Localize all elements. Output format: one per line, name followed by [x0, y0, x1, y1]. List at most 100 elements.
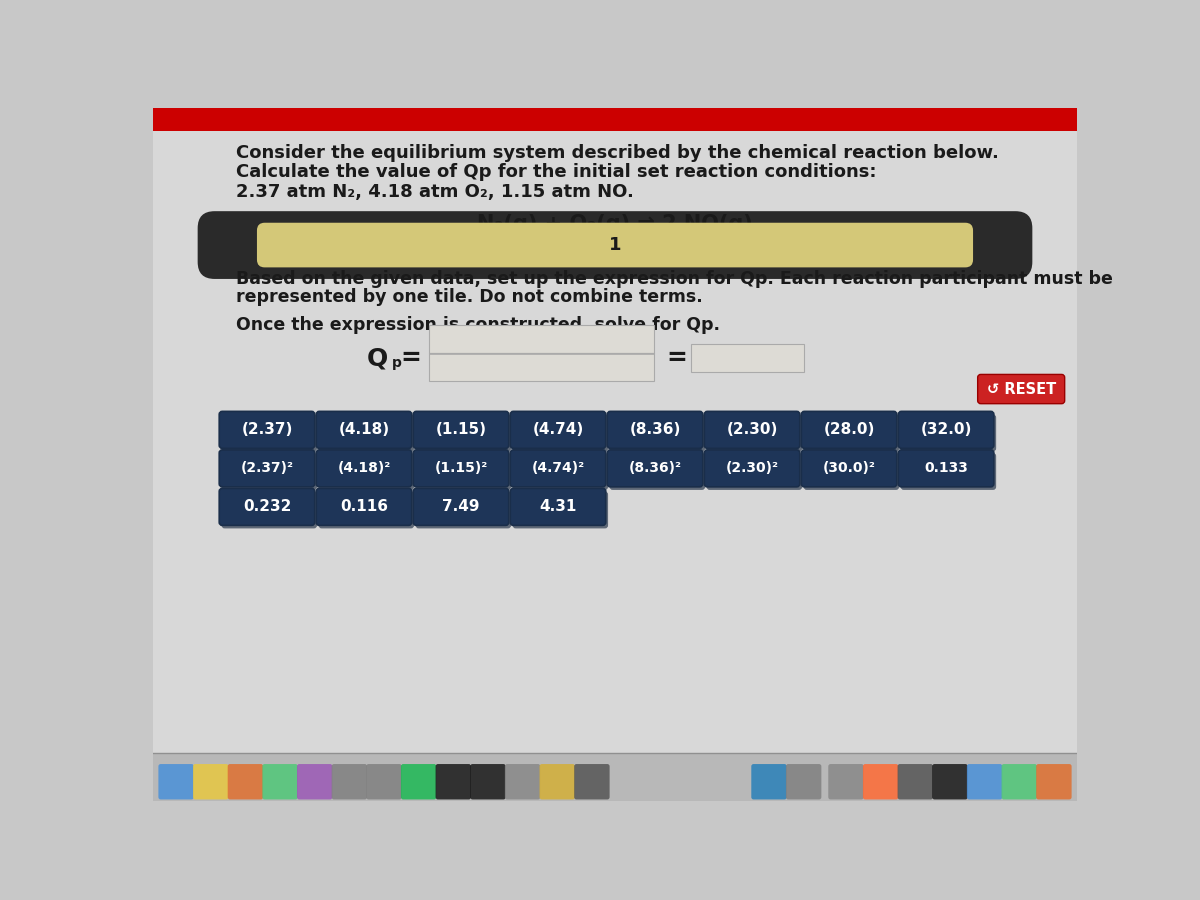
FancyBboxPatch shape — [510, 489, 606, 526]
Text: (4.18)²: (4.18)² — [337, 462, 391, 475]
FancyBboxPatch shape — [318, 453, 414, 490]
FancyBboxPatch shape — [317, 411, 412, 448]
FancyBboxPatch shape — [932, 764, 967, 799]
FancyBboxPatch shape — [318, 415, 414, 452]
FancyBboxPatch shape — [415, 491, 511, 528]
FancyBboxPatch shape — [574, 764, 610, 799]
FancyBboxPatch shape — [228, 764, 263, 799]
Text: Q: Q — [367, 346, 388, 370]
FancyBboxPatch shape — [512, 415, 608, 452]
FancyBboxPatch shape — [704, 411, 800, 448]
FancyBboxPatch shape — [707, 415, 802, 452]
Text: ↺ RESET: ↺ RESET — [986, 382, 1056, 397]
FancyBboxPatch shape — [898, 764, 934, 799]
Text: (4.74)²: (4.74)² — [532, 462, 584, 475]
FancyBboxPatch shape — [317, 450, 412, 487]
Text: 2.37 atm N₂, 4.18 atm O₂, 1.15 atm NO.: 2.37 atm N₂, 4.18 atm O₂, 1.15 atm NO. — [236, 183, 634, 201]
Text: 0.232: 0.232 — [242, 500, 292, 515]
FancyBboxPatch shape — [198, 212, 1032, 279]
Text: (28.0): (28.0) — [823, 422, 875, 437]
FancyBboxPatch shape — [691, 345, 804, 372]
FancyBboxPatch shape — [220, 411, 314, 448]
FancyBboxPatch shape — [510, 450, 606, 487]
FancyBboxPatch shape — [430, 325, 654, 353]
Text: (2.37)²: (2.37)² — [240, 462, 294, 475]
FancyBboxPatch shape — [510, 411, 606, 448]
Text: (30.0)²: (30.0)² — [823, 462, 876, 475]
FancyBboxPatch shape — [430, 353, 654, 381]
FancyBboxPatch shape — [610, 415, 706, 452]
FancyBboxPatch shape — [413, 489, 509, 526]
FancyBboxPatch shape — [704, 450, 800, 487]
FancyBboxPatch shape — [802, 450, 896, 487]
FancyBboxPatch shape — [863, 764, 899, 799]
FancyBboxPatch shape — [366, 764, 402, 799]
FancyBboxPatch shape — [331, 764, 367, 799]
FancyBboxPatch shape — [154, 753, 1078, 801]
FancyBboxPatch shape — [413, 411, 509, 448]
FancyBboxPatch shape — [1036, 764, 1072, 799]
FancyBboxPatch shape — [220, 489, 314, 526]
FancyBboxPatch shape — [967, 764, 1002, 799]
FancyBboxPatch shape — [607, 450, 703, 487]
FancyBboxPatch shape — [257, 222, 973, 267]
Text: =: = — [666, 346, 688, 370]
Text: (2.37): (2.37) — [241, 422, 293, 437]
FancyBboxPatch shape — [222, 453, 317, 490]
FancyBboxPatch shape — [899, 450, 994, 487]
Text: 4.31: 4.31 — [539, 500, 577, 515]
FancyBboxPatch shape — [318, 491, 414, 528]
Text: (2.30): (2.30) — [726, 422, 778, 437]
Text: Once the expression is constructed, solve for Qp.: Once the expression is constructed, solv… — [236, 316, 720, 334]
FancyBboxPatch shape — [901, 453, 996, 490]
FancyBboxPatch shape — [158, 764, 194, 799]
Text: Calculate the value of Qp for the initial set reaction conditions:: Calculate the value of Qp for the initia… — [236, 164, 877, 182]
FancyBboxPatch shape — [317, 489, 412, 526]
Text: represented by one tile. Do not combine terms.: represented by one tile. Do not combine … — [236, 288, 703, 306]
FancyBboxPatch shape — [436, 764, 472, 799]
FancyBboxPatch shape — [610, 453, 706, 490]
FancyBboxPatch shape — [401, 764, 437, 799]
FancyBboxPatch shape — [899, 411, 994, 448]
FancyBboxPatch shape — [415, 415, 511, 452]
FancyBboxPatch shape — [193, 764, 228, 799]
FancyBboxPatch shape — [296, 764, 332, 799]
FancyBboxPatch shape — [1002, 764, 1037, 799]
Text: (32.0): (32.0) — [920, 422, 972, 437]
FancyBboxPatch shape — [707, 453, 802, 490]
Text: (2.30)²: (2.30)² — [726, 462, 779, 475]
Text: p: p — [391, 356, 402, 370]
Text: (1.15)²: (1.15)² — [434, 462, 487, 475]
Text: N₂(g) + O₂(g) ⇌ 2 NO(g): N₂(g) + O₂(g) ⇌ 2 NO(g) — [478, 214, 752, 234]
FancyBboxPatch shape — [512, 453, 608, 490]
Text: =: = — [401, 346, 421, 370]
Text: 1: 1 — [608, 236, 622, 254]
FancyBboxPatch shape — [901, 415, 996, 452]
FancyBboxPatch shape — [512, 491, 608, 528]
Text: (4.18): (4.18) — [338, 422, 390, 437]
FancyBboxPatch shape — [978, 374, 1064, 404]
FancyBboxPatch shape — [804, 453, 899, 490]
Text: 0.133: 0.133 — [924, 462, 968, 475]
Text: 7.49: 7.49 — [443, 500, 480, 515]
FancyBboxPatch shape — [540, 764, 575, 799]
FancyBboxPatch shape — [828, 764, 864, 799]
FancyBboxPatch shape — [751, 764, 787, 799]
Text: (4.74): (4.74) — [533, 422, 583, 437]
FancyBboxPatch shape — [804, 415, 899, 452]
Text: (1.15): (1.15) — [436, 422, 486, 437]
Text: 0.116: 0.116 — [340, 500, 388, 515]
Text: (8.36)²: (8.36)² — [629, 462, 682, 475]
FancyBboxPatch shape — [505, 764, 540, 799]
FancyBboxPatch shape — [263, 764, 298, 799]
FancyBboxPatch shape — [607, 411, 703, 448]
FancyBboxPatch shape — [415, 453, 511, 490]
FancyBboxPatch shape — [222, 491, 317, 528]
FancyBboxPatch shape — [786, 764, 821, 799]
FancyBboxPatch shape — [413, 450, 509, 487]
FancyBboxPatch shape — [154, 108, 1078, 131]
FancyBboxPatch shape — [222, 415, 317, 452]
FancyBboxPatch shape — [154, 131, 1078, 755]
Text: (8.36): (8.36) — [629, 422, 680, 437]
Text: Based on the given data, set up the expression for Qp. Each reaction participant: Based on the given data, set up the expr… — [236, 270, 1114, 288]
